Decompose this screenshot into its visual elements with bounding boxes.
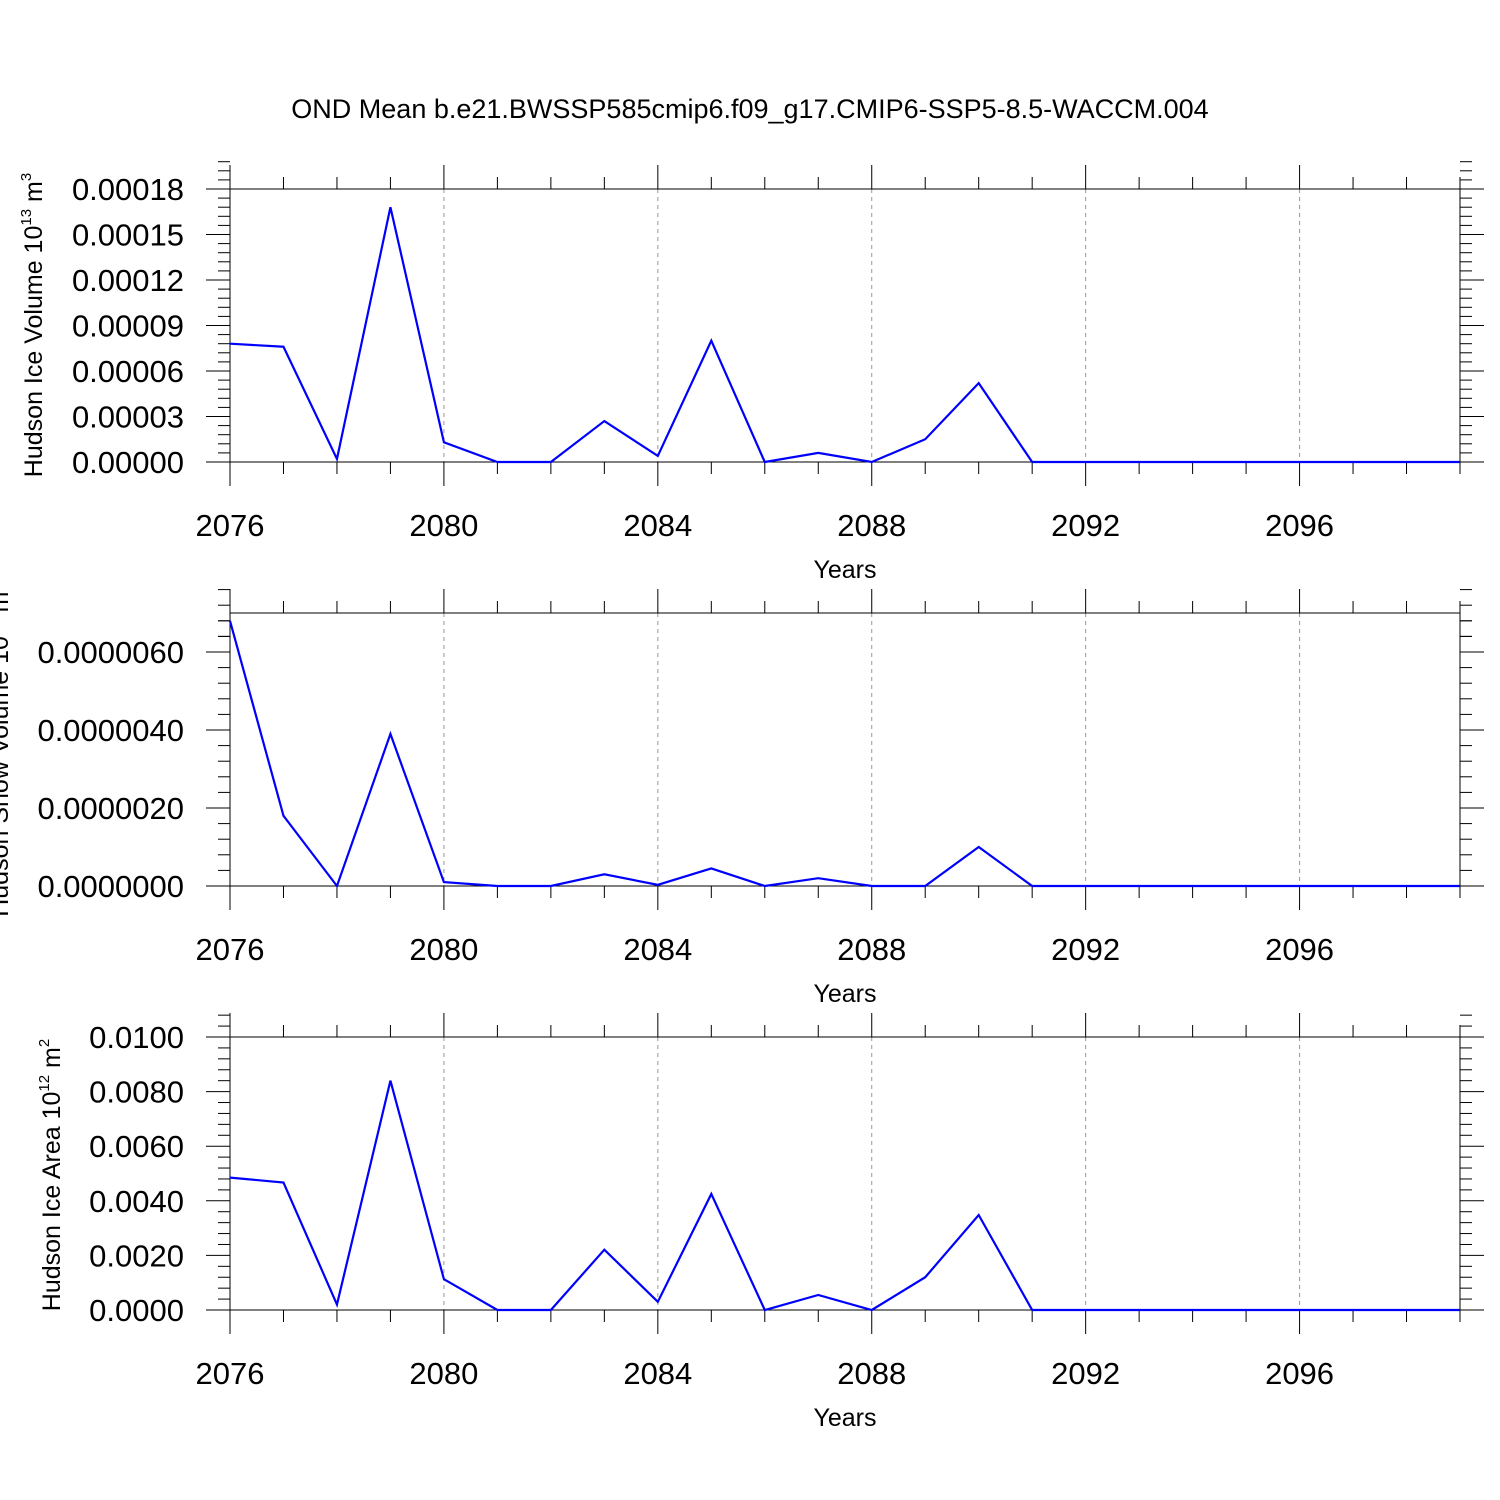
chart-0-y-tick-label: 0.00015 [72, 218, 184, 253]
chart-2-x-tick-label: 2084 [623, 1356, 692, 1391]
chart-1-x-tick-label: 2088 [837, 932, 906, 967]
chart-1-x-tick-label: 2076 [196, 932, 265, 967]
chart-2-plot-frame [229, 1036, 1461, 1311]
figure-title: OND Mean b.e21.BWSSP585cmip6.f09_g17.CMI… [291, 94, 1208, 124]
chart-0-x-tick-label: 2092 [1051, 508, 1120, 543]
chart-1-y-tick-label: 0.0000020 [37, 791, 184, 826]
chart-2-y-tick-label: 0.0020 [89, 1238, 184, 1273]
chart-0-y-tick-label: 0.00006 [72, 354, 184, 389]
chart-0-x-tick-label: 2088 [837, 508, 906, 543]
chart-0-x-tick-label: 2096 [1265, 508, 1334, 543]
chart-2-x-axis-title: Years [813, 1404, 876, 1432]
chart-1-y-tick-label: 0.0000040 [37, 713, 184, 748]
chart-0-x-tick-label: 2080 [409, 508, 478, 543]
chart-2-x-tick-label: 2088 [837, 1356, 906, 1391]
chart-1-x-tick-label: 2096 [1265, 932, 1334, 967]
chart-0-y-tick-label: 0.00018 [72, 172, 184, 207]
chart-2-x-tick-label: 2092 [1051, 1356, 1120, 1391]
chart-2-series-line [229, 1080, 1460, 1312]
chart-1-x-axis-title: Years [813, 980, 876, 1008]
chart-0-y-tick-label: 0.00009 [72, 309, 184, 344]
chart-1-x-tick-label: 2092 [1051, 932, 1120, 967]
chart-0-x-axis-title: Years [813, 556, 876, 584]
chart-2-y-tick-label: 0.0100 [89, 1020, 184, 1055]
chart-0-y-tick-label: 0.00012 [72, 263, 184, 298]
chart-1-x-tick-label: 2084 [623, 932, 692, 967]
chart-2-y-tick-label: 0.0040 [89, 1184, 184, 1219]
chart-2-y-tick-label: 0.0080 [89, 1075, 184, 1110]
chart-1-plot-frame [229, 612, 1461, 887]
chart-0-series-line [229, 206, 1460, 464]
chart-0-y-tick-label: 0.00000 [72, 445, 184, 480]
chart-0-y-axis-title: Hudson Ice Volume 1013 m3 [18, 173, 48, 477]
chart-2-y-axis-title: Hudson Ice Area 1012 m2 [36, 1039, 66, 1311]
ice-volume-panel: 0.00000 0.00003 0.00006 0.00009 0.00012 0.000… [18, 161, 1484, 584]
chart-1-x-tick-label: 2080 [409, 932, 478, 967]
chart-1-y-tick-label: 0.0000060 [37, 635, 184, 670]
chart-0-plot-frame [229, 188, 1461, 463]
chart-0-y-tick-label: 0.00003 [72, 400, 184, 435]
chart-0-x-tick-label: 2084 [623, 508, 692, 543]
chart-1-series-line [228, 620, 1460, 889]
chart-1-y-tick-label: 0.0000000 [37, 869, 184, 904]
chart-2-y-tick-label: 0.0060 [89, 1129, 184, 1164]
chart-2-x-tick-label: 2080 [409, 1356, 478, 1391]
chart-2-x-tick-label: 2076 [196, 1356, 265, 1391]
ice-area-panel: 0.0000 0.0020 0.0040 0.0060 0.0080 0.0100 2076… [36, 1013, 1484, 1432]
snow-volume-panel: 0.0000000 0.0000020 0.0000040 0.0000060 2076… [0, 583, 1484, 1008]
chart-2-x-tick-label: 2096 [1265, 1356, 1334, 1391]
chart-2-y-tick-label: 0.0000 [89, 1293, 184, 1328]
chart-1-y-axis-title: Hudson Snow Volume 1013 m3 [0, 583, 14, 917]
chart-0-x-tick-label: 2076 [196, 508, 265, 543]
